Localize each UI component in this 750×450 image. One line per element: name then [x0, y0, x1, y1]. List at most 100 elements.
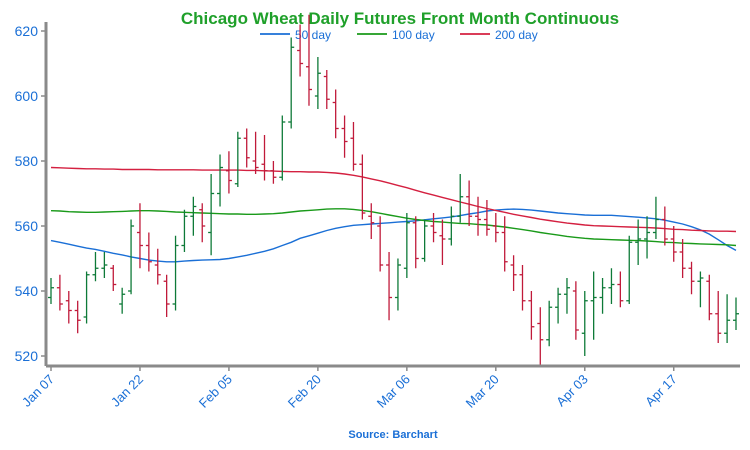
ohlc-bar: [626, 235, 633, 304]
ohlc-bar: [394, 258, 401, 311]
ohlc-bar: [181, 209, 188, 252]
ohlc-bar: [581, 291, 588, 356]
ohlc-bar: [101, 252, 108, 278]
y-tick-label: 540: [15, 283, 39, 299]
ohlc-bar: [715, 291, 722, 343]
moving-average-lines: [50, 166, 737, 263]
x-tick-label: Mar 20: [463, 372, 502, 411]
ohlc-bar: [350, 122, 357, 171]
legend-item: 200 day: [460, 28, 538, 42]
legend-item: 100 day: [357, 28, 435, 42]
ohlc-bar: [119, 287, 126, 314]
ohlc-bar: [136, 203, 143, 269]
ohlc-bar: [670, 226, 677, 262]
ohlc-bar: [190, 196, 197, 236]
ohlc-bar: [314, 57, 321, 109]
ohlc-bar: [599, 278, 606, 314]
ohlc-bar: [261, 135, 268, 181]
ohlc-bar: [377, 216, 384, 272]
ohlc-bar: [48, 278, 54, 304]
ohlc-bar: [546, 300, 553, 347]
ohlc-bar: [483, 200, 490, 236]
ohlc-bar: [163, 274, 170, 317]
ohlc-bar: [217, 154, 224, 207]
ohlc-bar: [590, 271, 597, 340]
ohlc-bar: [56, 274, 63, 311]
ohlc-bar: [679, 239, 686, 278]
x-tick-label: Apr 17: [642, 372, 680, 410]
ohlc-bar: [421, 219, 428, 262]
series-line-50-day: [50, 208, 737, 263]
x-tick-label: Apr 03: [553, 372, 591, 410]
ohlc-bar: [234, 131, 241, 187]
ohlc-bar: [341, 115, 348, 158]
ohlc-bar: [563, 278, 570, 314]
legend: 50 day 100 day 200 day: [260, 28, 538, 42]
legend-item: 50 day: [260, 28, 331, 42]
series-line-100-day: [50, 208, 737, 247]
ohlc-bar: [368, 203, 375, 239]
ohlc-bar: [644, 216, 651, 259]
ohlc-bar: [608, 268, 615, 304]
ohlc-bar: [225, 151, 232, 194]
ohlc-bar: [688, 261, 695, 295]
chart-title: Chicago Wheat Daily Futures Front Month …: [181, 9, 619, 28]
ohlc-bar: [430, 213, 437, 243]
ohlc-bar: [154, 248, 161, 285]
ohlc-bar: [270, 161, 277, 184]
x-tick-label: Feb 20: [285, 372, 324, 411]
ohlc-bar: [537, 307, 544, 366]
x-tick-label: Jan 22: [108, 372, 146, 410]
ohlc-bar: [466, 180, 473, 226]
ohlc-bar: [297, 24, 304, 77]
ohlc-bar: [252, 131, 259, 174]
ohlc-bar: [145, 232, 152, 272]
ohlc-bar: [439, 219, 446, 265]
ohlc-bar: [288, 37, 295, 129]
x-tick-label: Mar 06: [374, 372, 413, 411]
y-tick-label: 520: [15, 348, 39, 364]
ohlc-bar: [305, 14, 312, 106]
ohlc-bar: [475, 196, 482, 236]
ohlc-bar: [617, 271, 624, 308]
ohlc-bar: [519, 265, 526, 311]
y-tick-label: 580: [15, 153, 39, 169]
ohlc-bar: [199, 203, 206, 243]
ohlc-bar: [74, 300, 81, 334]
y-tick-label: 560: [15, 218, 39, 234]
y-tick-label: 600: [15, 88, 39, 104]
ohlc-bar: [243, 128, 250, 168]
legend-label: 50 day: [295, 28, 331, 42]
ohlc-bar: [706, 274, 713, 321]
ohlc-bar: [279, 115, 286, 181]
ohlc-bar: [92, 252, 99, 282]
ohlc-bar: [697, 271, 704, 308]
legend-label: 200 day: [495, 28, 538, 42]
ohlc-bar: [208, 174, 215, 256]
ohlc-bar: [492, 213, 499, 243]
ohlc-bar: [386, 252, 393, 321]
source-label: Source: Barchart: [348, 429, 438, 441]
ohlc-bar: [724, 294, 731, 343]
ohlc-bar: [332, 89, 339, 139]
ohlc-bar: [323, 70, 330, 109]
ohlc-bar: [448, 206, 455, 246]
ohlc-bar: [172, 235, 179, 311]
ohlc-bar: [528, 291, 535, 340]
ohlc-bar: [412, 216, 419, 269]
ohlc-bar: [652, 196, 659, 239]
ohlc-bar: [65, 291, 72, 324]
ohlc-bar: [733, 297, 739, 330]
ohlc-bar: [572, 281, 579, 340]
ohlc-bar: [661, 206, 668, 246]
ohlc-bar: [110, 265, 117, 291]
ohlc-bar: [83, 271, 90, 324]
ohlc-bar: [457, 174, 464, 223]
x-tick-label: Jan 07: [19, 372, 57, 410]
x-tick-label: Feb 05: [196, 372, 235, 411]
ohlc-bar: [128, 219, 135, 295]
ohlc-bar: [555, 287, 562, 324]
ohlc-bar: [510, 255, 517, 291]
ohlc-bars: [48, 14, 739, 366]
